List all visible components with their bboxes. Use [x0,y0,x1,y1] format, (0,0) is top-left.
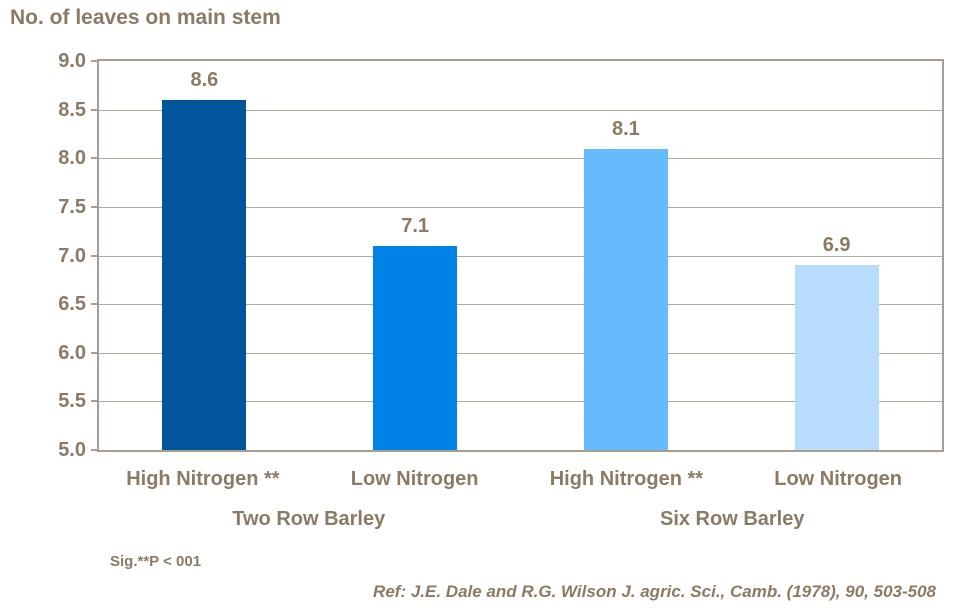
gridline [99,109,942,111]
bar-series: 8.6 7.1 8.1 6.9 [99,61,942,450]
x-axis-group-label: Six Row Barley [659,508,805,530]
y-axis-tick-label: 7.5 [58,195,86,218]
gridline [99,352,942,354]
y-axis-tick [91,157,99,160]
y-axis-tick [91,400,99,403]
bar-value-label: 6.9 [822,234,851,257]
bar-column: 6.9 [731,61,942,450]
bar [583,148,668,450]
y-axis-tick-label: 8.5 [58,98,86,121]
gridline [99,401,942,403]
x-axis-category-labels: High Nitrogen ** Low Nitrogen High Nitroge… [97,468,944,491]
y-axis-tick-label: 6.5 [58,293,86,316]
bar [373,245,458,450]
x-axis-category-label: High Nitrogen ** [549,468,704,490]
x-axis-group-labels: Two Row Barley Six Row Barley [97,508,944,531]
bar [162,99,247,450]
bar-value-label: 7.1 [401,214,430,237]
y-axis-tick [91,205,99,208]
gridline [99,206,942,208]
bar-value-label: 8.6 [190,68,219,91]
plot-area: 9.0 8.5 8.0 7.5 7.0 6.5 6.0 5.5 5.0 8.6 7.1 8.1 6.9 [58,51,944,460]
y-axis-tick [91,60,99,62]
y-axis-tick [91,449,99,451]
y-axis-tick-label: 7.0 [58,244,86,267]
gridline [99,304,942,306]
x-axis-group-label: Two Row Barley [232,508,386,530]
x-axis-category-label: High Nitrogen ** [126,468,280,490]
y-axis-tick [91,254,99,257]
gridline [99,158,942,160]
y-axis-tick-label: 5.0 [58,439,86,461]
significance-footnote: Sig.**P < 001 [110,553,202,570]
x-axis-category-label: Low Nitrogen [774,468,902,490]
bar-column: 7.1 [310,61,521,450]
bar-column: 8.1 [521,61,732,450]
bar [794,265,879,450]
bar-value-label: 8.1 [611,117,640,140]
y-axis-tick-label: 5.5 [58,390,86,413]
x-axis-category-label: Low Nitrogen [350,468,479,490]
y-axis-tick-label: 9.0 [58,50,86,72]
chart-title: No. of leaves on main stem [10,6,281,29]
bar-column: 8.6 [99,61,310,450]
reference-citation: Ref: J.E. Dale and R.G. Wilson J. agric.… [373,582,936,601]
y-axis-tick [91,108,99,111]
y-axis-tick-label: 8.0 [58,147,86,170]
y-axis-tick [91,303,99,306]
y-axis-tick-label: 6.0 [58,341,86,364]
y-axis-tick [91,351,99,354]
gridline [99,255,942,257]
